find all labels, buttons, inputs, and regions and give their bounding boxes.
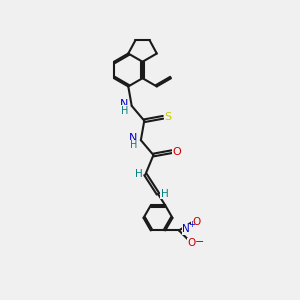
Text: O: O (192, 218, 200, 227)
Text: +: + (188, 220, 195, 229)
Text: O: O (188, 238, 196, 248)
Text: H: H (160, 189, 168, 199)
Text: S: S (164, 112, 172, 122)
Text: N: N (182, 224, 190, 234)
Text: H: H (130, 140, 137, 150)
Text: N: N (120, 99, 129, 109)
Text: −: − (195, 237, 204, 247)
Text: N: N (129, 133, 138, 143)
Text: H: H (121, 106, 128, 116)
Text: H: H (135, 169, 143, 179)
Text: O: O (173, 147, 182, 157)
